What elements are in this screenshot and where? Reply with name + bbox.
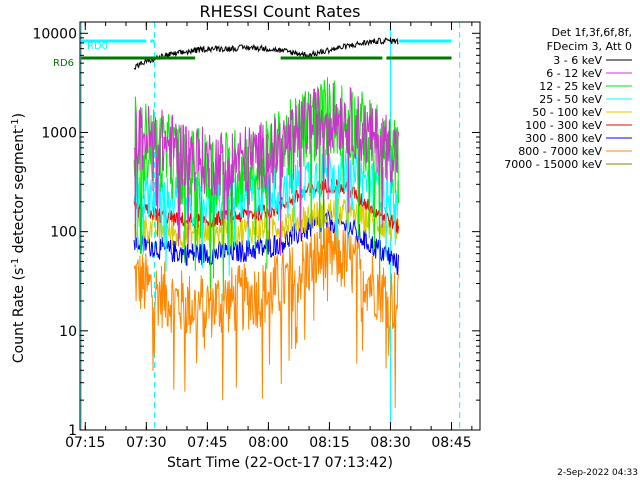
x-tick-label-4: 08:15 [309, 435, 349, 451]
chart-title: RHESSI Count Rates [200, 2, 361, 21]
axes: 07:15 07:30 07:45 08:00 08:15 08:30 08:45 1 10 10… [32, 21, 481, 451]
x-tick-label-3: 08:00 [248, 435, 288, 451]
series-line-1 [133, 82, 399, 256]
y-tick-label-4: 10000 [32, 26, 77, 42]
x-tick-label-5: 08:30 [370, 435, 410, 451]
legend-label-3: 25 - 50 keV [539, 93, 602, 106]
x-tick-label-0: 07:15 [65, 435, 105, 451]
legend-header-line1: Det 1f,3f,6f,8f, [551, 26, 632, 39]
legend-label-0: 3 - 6 keV [553, 54, 602, 67]
legend: Det 1f,3f,6f,8f, FDecim 3, Att 0 3 - 6 k… [504, 26, 632, 171]
y-axis-label: Count Rate (s-1 detector segment-1) [10, 113, 27, 363]
y-tick-label-2: 100 [50, 225, 77, 241]
legend-label-6: 300 - 800 keV [525, 132, 602, 145]
legend-label-8: 7000 - 15000 keV [504, 158, 602, 171]
bar-label-rd0: RD0 [87, 41, 108, 52]
x-tick-label-1: 07:30 [126, 435, 166, 451]
series-line-0 [133, 37, 399, 70]
legend-header-line2: FDecim 3, Att 0 [547, 40, 632, 53]
plot-frame [79, 21, 481, 431]
legend-label-2: 12 - 25 keV [539, 80, 602, 93]
bar-label-rd6: RD6 [53, 58, 74, 69]
series-line-7 [133, 220, 399, 408]
plot-area [80, 22, 461, 430]
attenuator-bars: RD0 RD6 [53, 39, 452, 69]
legend-label-4: 50 - 100 keV [532, 106, 602, 119]
timestamp-footer: 2-Sep-2022 04:33 [557, 468, 638, 478]
y-tick-label-1: 10 [59, 324, 77, 340]
legend-label-7: 800 - 7000 keV [518, 145, 602, 158]
x-axis-label: Start Time (22-Oct-17 07:13:42) [167, 455, 393, 471]
legend-label-1: 6 - 12 keV [546, 67, 602, 80]
x-tick-label-6: 08:45 [431, 435, 471, 451]
legend-label-5: 100 - 300 keV [525, 119, 602, 132]
y-tick-label-3: 1000 [41, 125, 77, 141]
x-tick-label-2: 07:45 [187, 435, 227, 451]
y-tick-label-0: 1 [68, 423, 77, 439]
